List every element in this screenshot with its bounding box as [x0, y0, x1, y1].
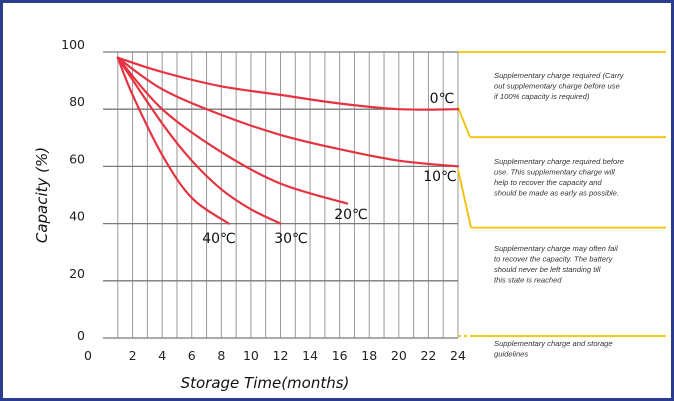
- capacity-curve: [116, 56, 460, 168]
- x-tick-label: 4: [158, 348, 166, 363]
- y-tick-label: 80: [69, 94, 85, 109]
- y-tick-label: 0: [77, 328, 85, 343]
- band-note-line: this state is reached: [494, 276, 562, 285]
- band-note: Supplementary charge required before use.…: [494, 157, 624, 198]
- y-axis-label: Capacity (%): [33, 147, 51, 243]
- x-tick-label: 18: [361, 348, 377, 363]
- band-note-line: Supplementary charge and storage: [494, 339, 613, 348]
- x-tick-label: 22: [420, 348, 436, 363]
- x-tick-label: 6: [188, 348, 196, 363]
- band-boundary-line: [457, 169, 472, 228]
- band-note-line: if 100% capacity is required): [494, 92, 590, 101]
- band-note-line: Supplementary charge may often fail: [494, 244, 618, 253]
- curve-label: 10℃: [423, 169, 457, 185]
- curve-label: 0℃: [430, 91, 455, 107]
- x-tick-label: 2: [129, 348, 137, 363]
- x-tick-label: 16: [332, 348, 348, 363]
- x-tick-label: 10: [243, 348, 259, 363]
- band-boundary-line: [457, 106, 471, 138]
- x-axis-label: Storage Time(months): [181, 374, 350, 392]
- curve-label: 30℃: [274, 231, 308, 247]
- band-note: Supplementary charge required (Carry out …: [494, 71, 625, 101]
- band-note: Supplementary charge may often fail to re…: [494, 244, 618, 285]
- band-note-line: to recover the capacity. The battery: [494, 255, 614, 264]
- curve-label: 40℃: [202, 231, 236, 247]
- band-note-line: use. This supplementary charge will: [494, 168, 615, 177]
- band-note-line: should be made as early as possible.: [494, 189, 619, 198]
- x-tick-label: 20: [391, 348, 407, 363]
- capacity-curves: 0℃ 10℃ 20℃ 30℃ 40℃: [116, 56, 460, 247]
- x-tick-label: 0: [84, 348, 92, 363]
- x-tick-label: 14: [302, 348, 318, 363]
- x-tick-label: 12: [273, 348, 289, 363]
- band-note: Supplementary charge and storage guidelin…: [494, 339, 613, 359]
- band-note-line: out supplementary charge before use: [494, 82, 620, 91]
- band-note-line: help to recover the capacity and: [494, 178, 602, 187]
- capacity-curve: [116, 56, 349, 205]
- y-tick-label: 20: [69, 266, 85, 281]
- grid: [103, 51, 459, 339]
- y-tick-label: 60: [69, 151, 85, 166]
- capacity-curve: [116, 56, 282, 225]
- band-note-line: Supplementary charge required before: [494, 157, 624, 166]
- band-note-line: should never be left standing till: [494, 265, 601, 274]
- x-tick-label: 24: [450, 348, 466, 363]
- y-tick-label: 100: [61, 37, 85, 52]
- capacity-curve: [116, 56, 230, 225]
- band-note-line: Supplementary charge required (Carry: [494, 71, 625, 80]
- charge-guideline-bands: Supplementary charge required (Carry out …: [457, 51, 666, 359]
- band-note-line: guidelines: [494, 350, 528, 359]
- capacity-curve: [116, 56, 460, 111]
- curve-label: 20℃: [334, 207, 368, 223]
- x-tick-label: 8: [217, 348, 225, 363]
- y-tick-label: 40: [69, 209, 85, 224]
